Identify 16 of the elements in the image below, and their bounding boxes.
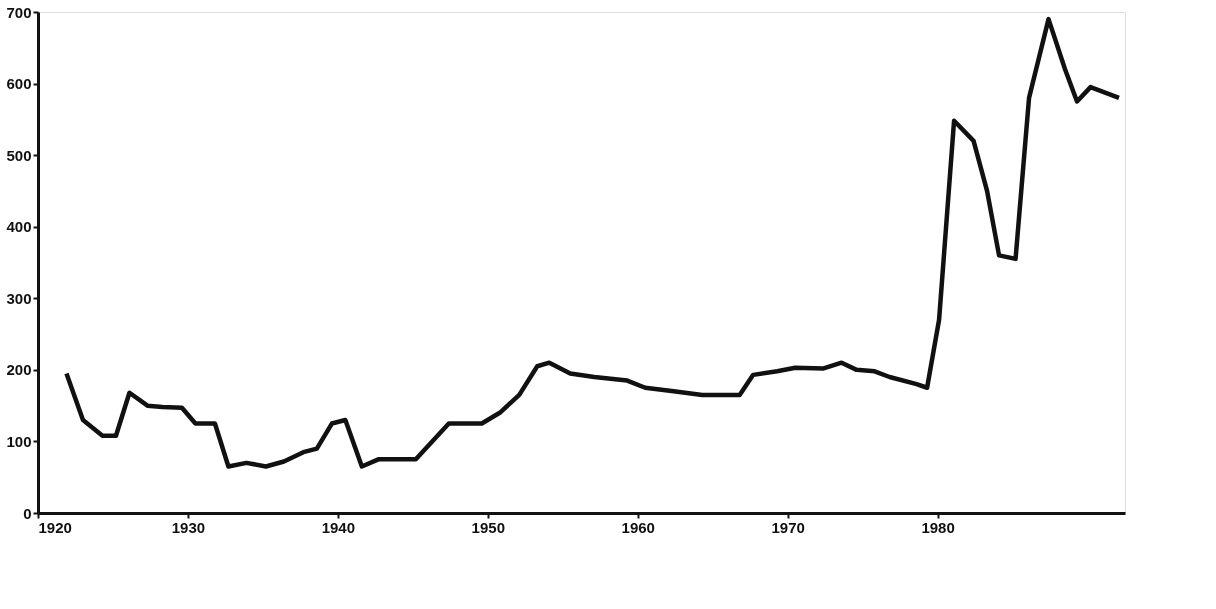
y-tick-label: 100	[6, 432, 32, 450]
y-tick-label: 600	[6, 75, 32, 93]
x-tick-label: 1940	[321, 518, 356, 536]
y-tick-label: 700	[6, 3, 32, 21]
x-tick-label: 1960	[621, 518, 655, 536]
y-tick-label: 0	[23, 504, 32, 522]
line-series	[64, 16, 1122, 469]
y-tick-label: 300	[6, 289, 32, 307]
x-tick-label: 1930	[171, 518, 206, 536]
y-tick-label: 500	[6, 146, 32, 164]
x-tick-label: 1920	[38, 518, 72, 536]
x-tick-label: 1980	[921, 518, 955, 536]
y-tick-label: 200	[6, 361, 32, 379]
x-tick-label: 1950	[471, 518, 505, 536]
y-tick-label: 400	[6, 218, 32, 236]
x-tick-label: 1970	[771, 518, 805, 536]
